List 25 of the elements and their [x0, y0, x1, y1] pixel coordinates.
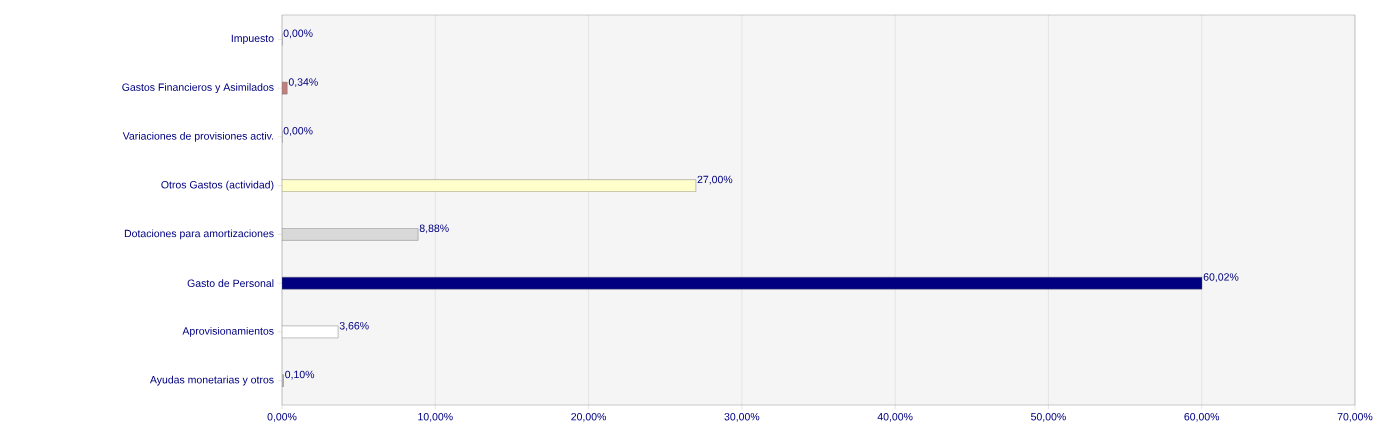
- x-tick-label: 0,00%: [267, 412, 297, 422]
- x-tick-label: 70,00%: [1337, 412, 1373, 422]
- y-tick-label: Gastos Financieros y Asimilados: [122, 83, 274, 94]
- data-label: 60,02%: [1203, 273, 1239, 282]
- data-label: 0,34%: [288, 78, 318, 87]
- x-tick-label: 60,00%: [1184, 412, 1220, 422]
- x-tick-label: 50,00%: [1031, 412, 1066, 422]
- y-tick-label: Impuesto: [231, 34, 274, 45]
- data-label: 27,00%: [697, 175, 733, 185]
- data-label: 0,10%: [285, 370, 315, 380]
- data-label: 0,00%: [283, 29, 313, 39]
- y-tick-label: Aprovisionamientos: [182, 326, 274, 337]
- data-label: 0,00%: [283, 127, 313, 136]
- x-tick-label: 40,00%: [877, 412, 913, 422]
- y-tick-label: Dotaciones para amortizaciones: [124, 229, 274, 240]
- y-tick-label: Otros Gastos (actividad): [161, 180, 274, 191]
- data-label: 8,88%: [419, 224, 449, 234]
- data-label: 3,66%: [339, 322, 369, 331]
- y-tick-label: Gasto de Personal: [187, 279, 274, 287]
- x-tick-label: 30,00%: [724, 412, 760, 422]
- y-tick-label: Ayudas monetarias y otros: [149, 375, 274, 386]
- y-tick-label: Variaciones de provisiones activ.: [122, 131, 274, 142]
- x-tick-label: 20,00%: [571, 412, 606, 422]
- x-tick-label: 10,00%: [418, 412, 453, 422]
- bar: [282, 228, 419, 241]
